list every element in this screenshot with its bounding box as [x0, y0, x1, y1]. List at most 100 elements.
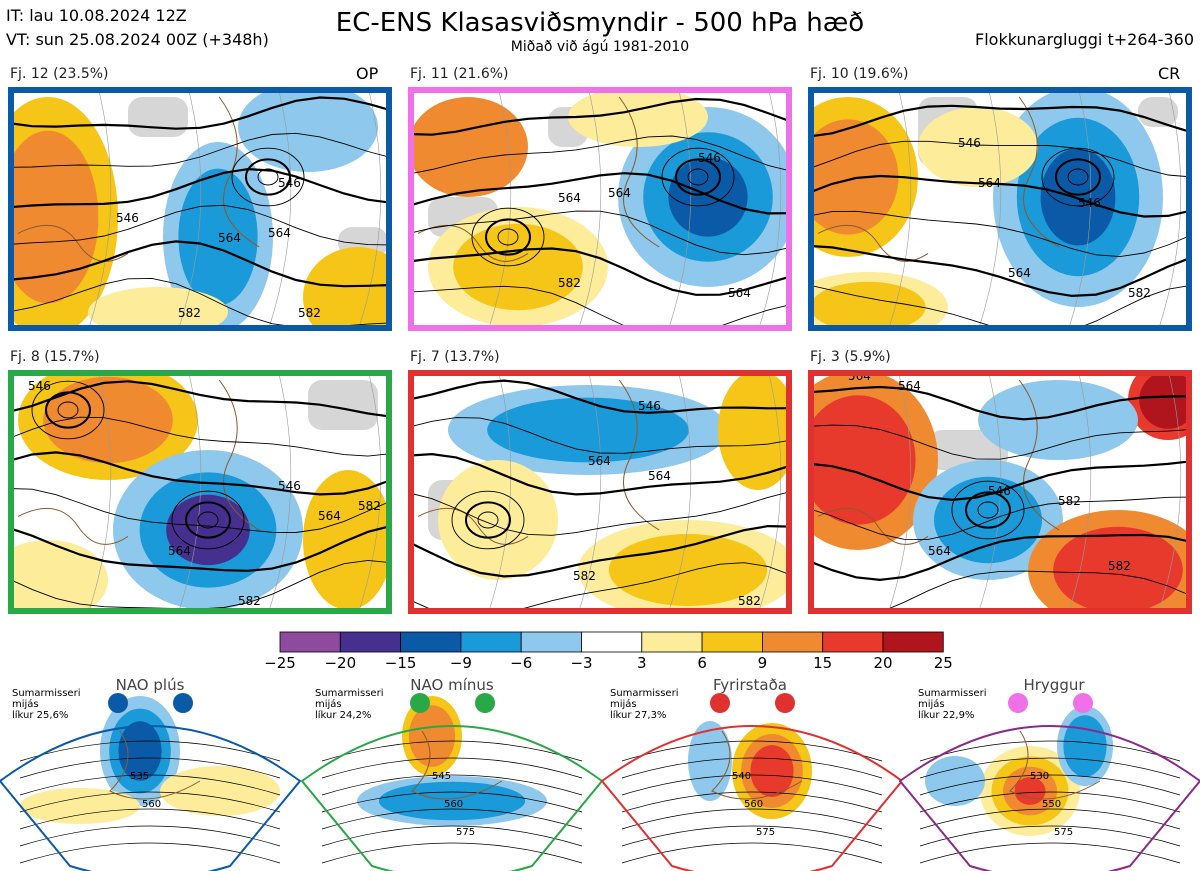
height-contour: [8, 524, 392, 572]
regime-maps: 535 560 545 560 575 540 560 575 530 550 575: [0, 693, 1200, 871]
regime-season: Sumarmisseri: [315, 688, 384, 699]
anomaly-region: [487, 397, 689, 463]
anomaly-region: [1139, 371, 1192, 429]
colorbar-tick-label: 6: [697, 654, 707, 672]
contour-label: 546: [116, 211, 139, 225]
graticule-line: [357, 87, 382, 331]
regime-anomaly: [160, 766, 280, 816]
height-contour: [8, 167, 392, 209]
colorbar-tick-label: 25: [933, 654, 953, 672]
anomaly-region: [668, 157, 748, 237]
cluster-frame: [808, 87, 1192, 331]
contour-label: 564: [168, 544, 191, 558]
regime-contour: [321, 774, 583, 796]
regime-contour: [321, 757, 583, 779]
regime-contour: [621, 740, 883, 762]
cluster-map: 564 564 546 564 582 582: [808, 370, 1192, 614]
cluster-map-svg: 546 564 564 582 582: [408, 370, 792, 614]
height-contour: [808, 533, 1192, 582]
colorbar-cell: [460, 631, 522, 653]
regime-contour: [919, 825, 1181, 847]
regime-dot: [775, 693, 795, 713]
regime-contour: [621, 842, 883, 864]
closed-low-contour: [977, 501, 999, 519]
orography-mask: [128, 97, 188, 137]
colorbar-cell: [641, 631, 703, 653]
regime-dot: [1008, 693, 1028, 713]
graticule-line: [757, 87, 782, 331]
closed-low-contour: [245, 158, 291, 196]
regime-contour-label: 530: [1030, 771, 1049, 782]
graticule-line: [87, 87, 112, 331]
contour-label: 546: [988, 484, 1011, 498]
height-contour: [408, 562, 792, 614]
regime-season: Sumarmisseri: [610, 688, 679, 699]
closed-low-contour: [687, 168, 709, 186]
cluster-map: 546 564 564 582 582: [408, 370, 792, 614]
regime-contour: [321, 825, 583, 847]
graticule-line: [757, 370, 782, 614]
cluster-frame: [408, 370, 792, 614]
coastline: [17, 224, 129, 262]
contour-label: 564: [728, 286, 751, 300]
regime-dot: [710, 693, 730, 713]
colorbar-tick-label: −3: [570, 654, 593, 672]
contour-label: 564: [318, 509, 341, 523]
graticule-line: [577, 370, 602, 614]
regime-map: 535 560: [0, 693, 302, 871]
colorbar-tick-label: −6: [510, 654, 533, 672]
contour-label: 546: [28, 379, 51, 393]
graticule-line: [577, 87, 602, 331]
graticule-line: [667, 370, 692, 614]
contour-label: 582: [558, 276, 581, 290]
colorbar-tick-label: −9: [449, 654, 472, 672]
anomaly-region: [1053, 526, 1183, 614]
regime-dot: [1073, 693, 1093, 713]
height-contour: [8, 96, 392, 130]
contour-label: 546: [638, 399, 661, 413]
colorbar-tick-label: 20: [873, 654, 893, 672]
graticule-line: [267, 87, 292, 331]
contour-label: 546: [1078, 196, 1101, 210]
regime-contour-label: 535: [130, 771, 149, 782]
regime-anomaly: [1014, 777, 1046, 805]
closed-low-contour: [31, 380, 105, 440]
height-contour: [808, 210, 1192, 258]
regime-contour: [321, 791, 583, 813]
colorbar-tick-label: −15: [384, 654, 417, 672]
regime-anomaly: [925, 756, 985, 806]
graticule-line: [1157, 87, 1182, 331]
contour-label: 582: [238, 594, 261, 608]
graticule-line: [1157, 370, 1182, 614]
regime-contour: [621, 791, 883, 813]
cluster-label: Fj. 10 (19.6%): [810, 66, 909, 82]
contour-label: 564: [928, 544, 951, 558]
closed-low-contour: [661, 147, 735, 207]
graticule-line: [977, 87, 1002, 331]
height-contour: [808, 424, 1192, 460]
contour-label: 546: [958, 136, 981, 150]
initial-time: IT: lau 10.08.2024 12Z: [6, 6, 187, 25]
coastline: [17, 507, 129, 545]
colorbar-tick-label: 9: [757, 654, 768, 672]
regime-anomaly: [408, 705, 456, 767]
contour-label: 582: [298, 306, 321, 320]
contour-label: 564: [588, 454, 611, 468]
closed-low-contour: [965, 491, 1011, 529]
anomaly-region: [1040, 148, 1116, 246]
colorbar-cell: [520, 631, 582, 653]
colorbar-tick-label: 15: [813, 654, 833, 672]
regime-contour: [321, 740, 583, 762]
regime-contour: [19, 842, 281, 864]
regime-contour: [19, 774, 281, 796]
regime-frame: [898, 725, 1200, 871]
cluster-frame: [8, 87, 392, 331]
height-contour: [8, 204, 392, 246]
regime-contour-label: 550: [1042, 799, 1061, 810]
closed-low-contour: [485, 218, 531, 256]
coastline: [1009, 730, 1101, 800]
closed-low-contour: [951, 480, 1025, 540]
cluster-label: Fj. 7 (13.7%): [410, 349, 500, 365]
regime-contour: [919, 740, 1181, 762]
height-contour: [808, 174, 1192, 218]
